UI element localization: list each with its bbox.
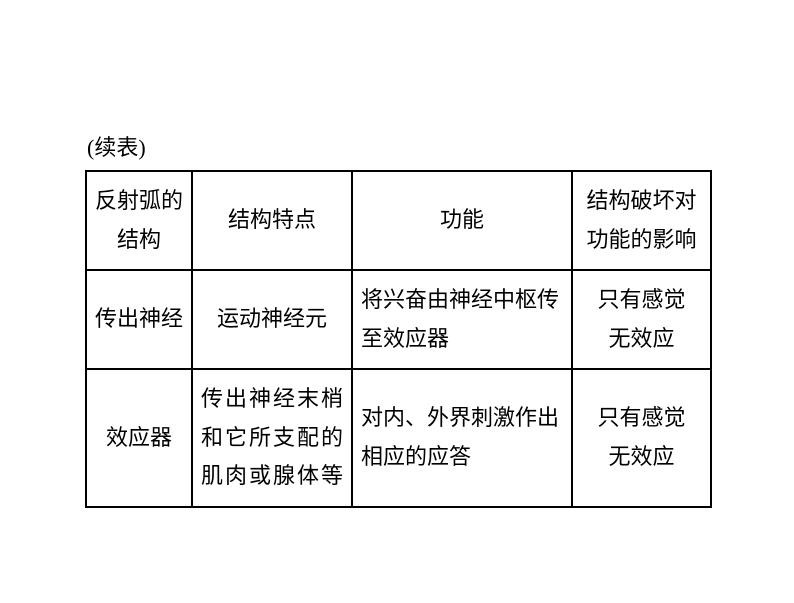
table-caption: (续表) <box>85 130 710 162</box>
effect-line2: 无效应 <box>608 326 674 351</box>
cell-effector-function: 对内、外界刺激作出相应的应答 <box>352 369 572 507</box>
effect-line1: 只有感觉 <box>597 405 685 430</box>
cell-effector: 效应器 <box>86 369 192 507</box>
effect-line2: 无效应 <box>608 444 674 469</box>
header-structure: 反射弧的结构 <box>86 171 192 270</box>
effect-line1: 只有感觉 <box>597 287 685 312</box>
header-function: 功能 <box>352 171 572 270</box>
table-container: (续表) 反射弧的结构 结构特点 功能 结构破坏对功能的影响 传出神经 运动神经… <box>85 130 710 508</box>
table-row: 效应器 传出神经末梢和它所支配的肌肉或腺体等 对内、外界刺激作出相应的应答 只有… <box>86 369 711 507</box>
header-feature: 结构特点 <box>192 171 352 270</box>
cell-efferent-nerve: 传出神经 <box>86 270 192 369</box>
table-row: 传出神经 运动神经元 将兴奋由神经中枢传至效应器 只有感觉 无效应 <box>86 270 711 369</box>
cell-motor-neuron: 运动神经元 <box>192 270 352 369</box>
reflex-arc-table: 反射弧的结构 结构特点 功能 结构破坏对功能的影响 传出神经 运动神经元 将兴奋… <box>85 170 712 508</box>
cell-efferent-function: 将兴奋由神经中枢传至效应器 <box>352 270 572 369</box>
cell-effector-effect: 只有感觉 无效应 <box>572 369 711 507</box>
cell-effector-feature: 传出神经末梢和它所支配的肌肉或腺体等 <box>192 369 352 507</box>
table-header-row: 反射弧的结构 结构特点 功能 结构破坏对功能的影响 <box>86 171 711 270</box>
cell-efferent-effect: 只有感觉 无效应 <box>572 270 711 369</box>
header-effect: 结构破坏对功能的影响 <box>572 171 711 270</box>
